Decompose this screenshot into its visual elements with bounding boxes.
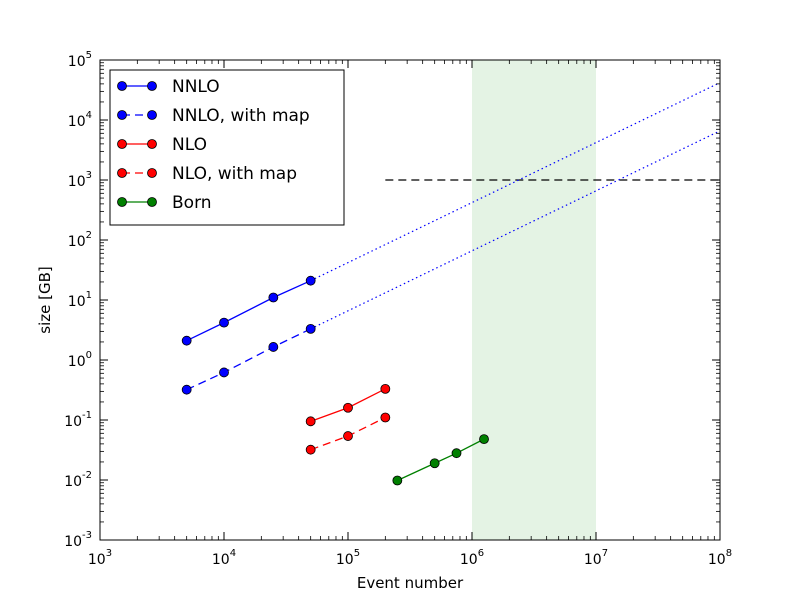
data-point-born [451, 448, 462, 459]
axis-ticks: 103 104 105 106 107 108 10-3 10-2 10-1 100 101 102 1… [64, 50, 732, 568]
data-point-nlo-with-map [305, 444, 316, 455]
legend-entry-nnlo-with-map: NNLO, with map [117, 106, 310, 126]
legend-marker [147, 139, 157, 149]
legend-marker [117, 168, 127, 178]
data-point-nnlo [219, 317, 229, 328]
legend-label-nnlo: NNLO [172, 77, 220, 97]
legend-marker [147, 168, 157, 178]
series-nnlo-with-map [181, 323, 316, 395]
legend-marker [147, 110, 157, 120]
extrapolation-nnlo-with-map [310, 130, 721, 330]
x-axis-label: Event number [357, 574, 464, 592]
legend-marker [147, 197, 157, 207]
legend-label-nnlo-with-map: NNLO, with map [172, 106, 310, 126]
data-point-nnlo-with-map [268, 342, 279, 352]
data-point-born [392, 475, 403, 486]
series-line-born [397, 438, 485, 482]
y-tick-label: 102 [68, 230, 92, 250]
legend-marker [117, 197, 127, 207]
legend-label-nlo-with-map: NLO, with map [172, 164, 297, 184]
x-tick-label: 107 [584, 548, 608, 568]
data-point-nnlo-with-map [305, 323, 316, 334]
data-point-nlo-with-map [343, 431, 353, 441]
y-tick-label: 104 [68, 110, 92, 130]
series-line-nnlo [186, 280, 311, 342]
legend-entry-nlo-with-map: NLO, with map [117, 164, 297, 184]
extrapolation-lines [310, 82, 721, 330]
legend-marker [117, 110, 127, 120]
data-point-born [479, 434, 489, 445]
shaded-region [472, 60, 596, 540]
legend-entry-nnlo: NNLO [117, 77, 220, 97]
x-tick-label: 108 [708, 548, 732, 568]
data-point-nlo-with-map [380, 412, 391, 423]
series-born [392, 434, 489, 486]
y-tick-label: 10-3 [64, 530, 92, 550]
plot-frame [99, 59, 721, 541]
legend-marker [117, 81, 127, 91]
data-point-nnlo [305, 275, 316, 286]
series-nlo-with-map [305, 412, 391, 455]
y-tick-label: 10-2 [64, 470, 92, 490]
extrapolation-nnlo [310, 82, 721, 282]
data-point-nnlo-with-map [181, 384, 192, 395]
y-tick-label: 100 [68, 350, 92, 370]
data-point-nlo [380, 383, 391, 394]
x-tick-label: 103 [88, 548, 112, 568]
data-point-nlo [305, 416, 316, 427]
y-tick-label: 105 [68, 50, 92, 70]
x-tick-label: 105 [336, 548, 360, 568]
legend-label-nlo: NLO [172, 135, 207, 155]
x-tick-label: 104 [212, 548, 236, 568]
y-axis-label: size [GB] [36, 266, 54, 333]
legend-label-born: Born [172, 193, 212, 213]
x-tick-label: 106 [460, 548, 484, 568]
legend-entry-nlo: NLO [117, 135, 207, 155]
data-point-born [429, 458, 440, 469]
data-point-nnlo-with-map [219, 367, 229, 378]
legend-marker [147, 81, 157, 91]
data-series [181, 275, 489, 486]
series-nnlo [181, 275, 316, 346]
y-tick-label: 10-1 [64, 410, 92, 430]
data-point-nnlo [181, 335, 192, 346]
y-tick-label: 103 [68, 170, 92, 190]
series-nlo [305, 383, 391, 427]
legend: NNLO NNLO, with map NLO NLO, with map Born [109, 69, 345, 226]
legend-entry-born: Born [117, 193, 212, 213]
legend-marker [117, 139, 127, 149]
data-point-nnlo [268, 292, 279, 303]
y-tick-label: 101 [68, 290, 92, 310]
series-line-nnlo-with-map [186, 328, 311, 391]
data-point-nlo [343, 402, 353, 413]
